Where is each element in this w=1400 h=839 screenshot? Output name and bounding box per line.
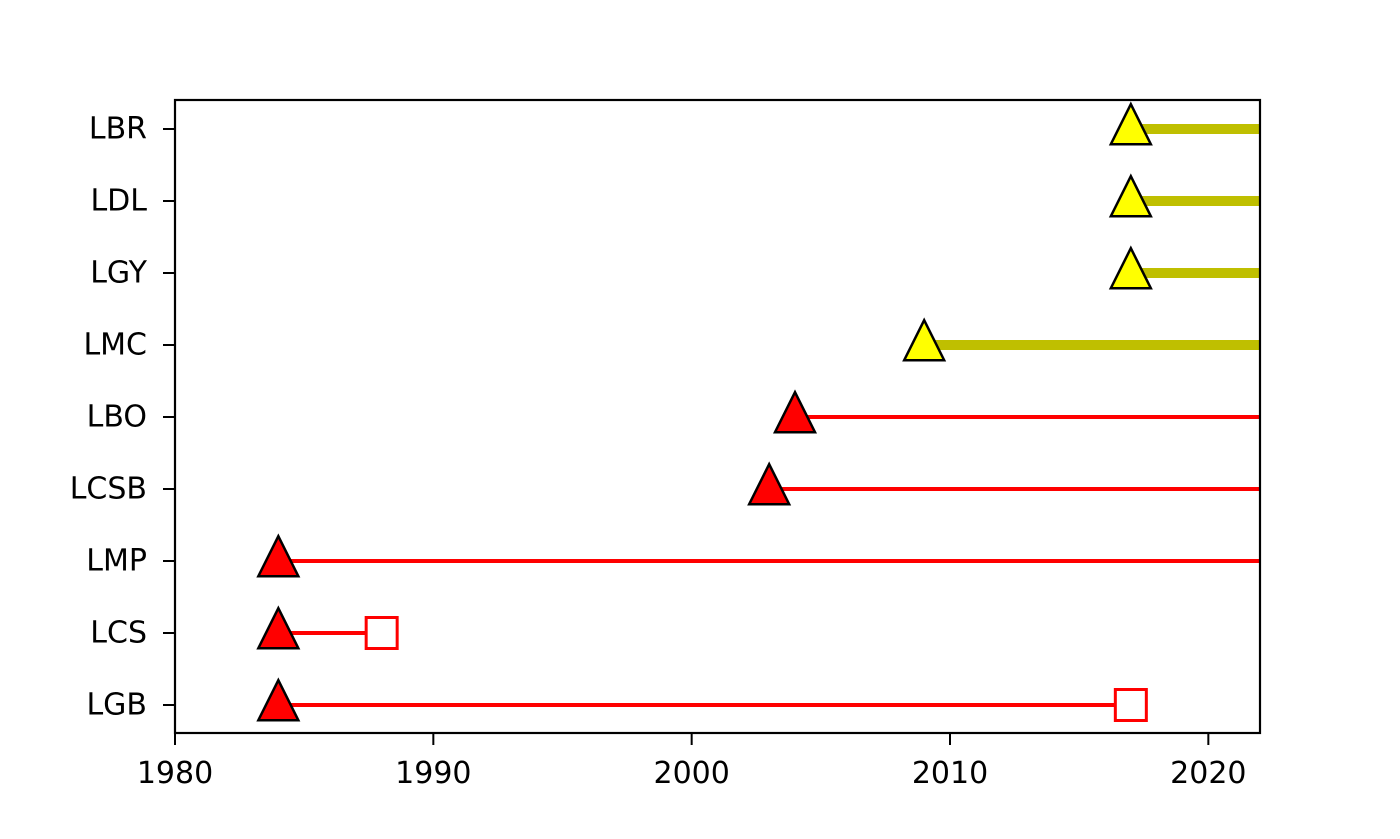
- y-tick-label: LDL: [90, 184, 147, 219]
- start-marker-lmc: [902, 317, 947, 362]
- series-layer: [256, 101, 1260, 722]
- y-axis: LGB LCS LMP LCSB LBO LMC LGY LDL LBR: [70, 112, 175, 723]
- x-tick-label: 2000: [653, 756, 729, 791]
- start-marker-lbr: [1108, 101, 1153, 146]
- start-marker-lcs: [256, 605, 301, 650]
- start-marker-ldl: [1108, 173, 1153, 218]
- start-marker-lmp: [256, 533, 301, 578]
- x-tick-label: 1980: [137, 756, 213, 791]
- y-tick-label: LMP: [86, 544, 147, 579]
- y-tick-label: LCS: [90, 616, 147, 651]
- x-tick-label: 2020: [1170, 756, 1246, 791]
- y-tick-label: LGB: [86, 688, 147, 723]
- end-marker-lgb: [1113, 688, 1148, 722]
- y-tick-label: LBO: [87, 400, 147, 435]
- start-marker-lbo: [772, 389, 818, 434]
- x-axis: 1980 1990 2000 2010 2020: [137, 733, 1247, 791]
- x-tick-label: 2010: [912, 756, 988, 791]
- start-marker-lgb: [256, 677, 301, 722]
- x-tick-label: 1990: [395, 756, 471, 791]
- start-marker-lgy: [1108, 245, 1153, 290]
- y-tick-label: LBR: [89, 112, 147, 147]
- y-tick-label: LCSB: [70, 472, 147, 507]
- end-marker-lcs: [364, 616, 399, 650]
- y-tick-label: LGY: [90, 256, 147, 291]
- start-marker-lcsb: [747, 461, 792, 506]
- y-tick-label: LMC: [83, 328, 147, 363]
